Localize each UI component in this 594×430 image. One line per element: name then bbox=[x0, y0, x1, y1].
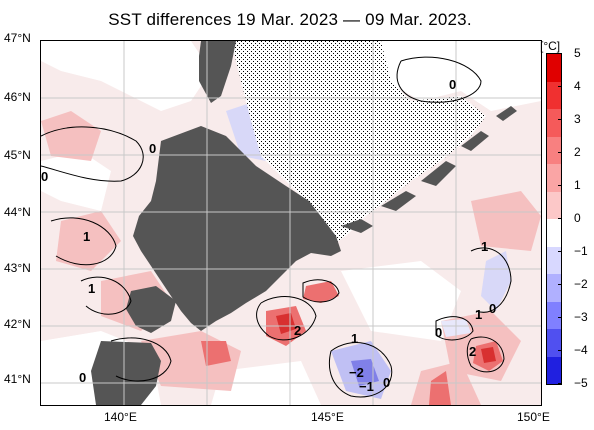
colorbar-tick-label: 1 bbox=[574, 178, 581, 192]
lat-label: 43°N bbox=[4, 261, 31, 275]
contour-label: −1 bbox=[359, 379, 374, 394]
colorbar-unit: [°C] bbox=[540, 39, 561, 53]
colorbar-tick bbox=[558, 317, 562, 318]
lat-label: 45°N bbox=[4, 148, 31, 162]
colorbar-tick-label: −4 bbox=[574, 343, 588, 357]
graticule bbox=[41, 41, 541, 405]
colorbar-segment bbox=[547, 54, 561, 82]
hottest-zones bbox=[276, 313, 496, 363]
lat-label: 41°N bbox=[4, 372, 31, 386]
colorbar-segment bbox=[547, 329, 561, 357]
contour-label: 0 bbox=[41, 169, 48, 184]
colorbar-tick-label: 3 bbox=[574, 112, 581, 126]
colorbar-tick-label: 2 bbox=[574, 145, 581, 159]
colorbar-tick-label: 5 bbox=[574, 46, 581, 60]
colorbar-segment bbox=[547, 274, 561, 302]
colorbar-segment bbox=[547, 246, 561, 274]
colorbar-segment bbox=[547, 109, 561, 137]
colorbar-tick bbox=[558, 350, 562, 351]
colorbar-segment bbox=[547, 219, 561, 247]
colorbar-tick bbox=[558, 152, 562, 153]
contour-label: 2 bbox=[469, 344, 476, 359]
lat-label: 42°N bbox=[4, 317, 31, 331]
colorbar-segment bbox=[547, 356, 561, 384]
lon-label: 140°E bbox=[104, 410, 137, 424]
lon-label: 150°E bbox=[517, 410, 550, 424]
contour-label: 2 bbox=[294, 323, 301, 338]
contour-label: −2 bbox=[349, 365, 364, 380]
contour-label: 1 bbox=[88, 281, 95, 296]
colorbar-segment bbox=[547, 136, 561, 164]
colorbar-tick bbox=[558, 218, 562, 219]
contour-label: 1 bbox=[83, 229, 90, 244]
colorbar-tick-label: 0 bbox=[574, 211, 581, 225]
colorbar-segment bbox=[547, 164, 561, 192]
colorbar-segment bbox=[547, 191, 561, 219]
lat-label: 46°N bbox=[4, 90, 31, 104]
colorbar-tick bbox=[558, 251, 562, 252]
colorbar-tick bbox=[558, 53, 562, 54]
lat-label: 47°N bbox=[4, 31, 31, 45]
contour-label: 1 bbox=[475, 307, 482, 322]
colorbar bbox=[546, 53, 562, 385]
lat-label: 44°N bbox=[4, 205, 31, 219]
contour-lines bbox=[41, 56, 512, 398]
contour-label: 1 bbox=[351, 331, 358, 346]
colorbar-tick-label: −5 bbox=[574, 376, 588, 390]
colorbar-tick bbox=[558, 383, 562, 384]
map-title: SST differences 19 Mar. 2023 — 09 Mar. 2… bbox=[108, 10, 472, 29]
contour-label: 0 bbox=[149, 141, 156, 156]
colorbar-tick-label: −3 bbox=[574, 310, 588, 324]
sea-ice-area bbox=[231, 41, 486, 246]
colorbar-tick-label: 4 bbox=[574, 79, 581, 93]
contour-label: 0 bbox=[435, 325, 442, 340]
colorbar-tick bbox=[558, 119, 562, 120]
contour-label: 0 bbox=[449, 77, 456, 92]
sst-difference-map: 0 0 1 1 0 2 1 −2 −1 0 1 0 1 0 2 0 bbox=[40, 40, 542, 406]
contour-label: 0 bbox=[383, 375, 390, 390]
colorbar-tick bbox=[558, 185, 562, 186]
contour-label: 0 bbox=[79, 370, 86, 385]
colorbar-segment bbox=[547, 81, 561, 109]
colorbar-tick-label: −1 bbox=[574, 244, 588, 258]
colorbar-tick bbox=[558, 284, 562, 285]
land-areas bbox=[91, 41, 517, 405]
contour-label: 0 bbox=[489, 301, 496, 316]
colorbar-tick bbox=[558, 86, 562, 87]
lon-label: 145°E bbox=[311, 410, 344, 424]
colorbar-tick-label: −2 bbox=[574, 277, 588, 291]
colorbar-segment bbox=[547, 301, 561, 329]
contour-label: 1 bbox=[481, 239, 488, 254]
